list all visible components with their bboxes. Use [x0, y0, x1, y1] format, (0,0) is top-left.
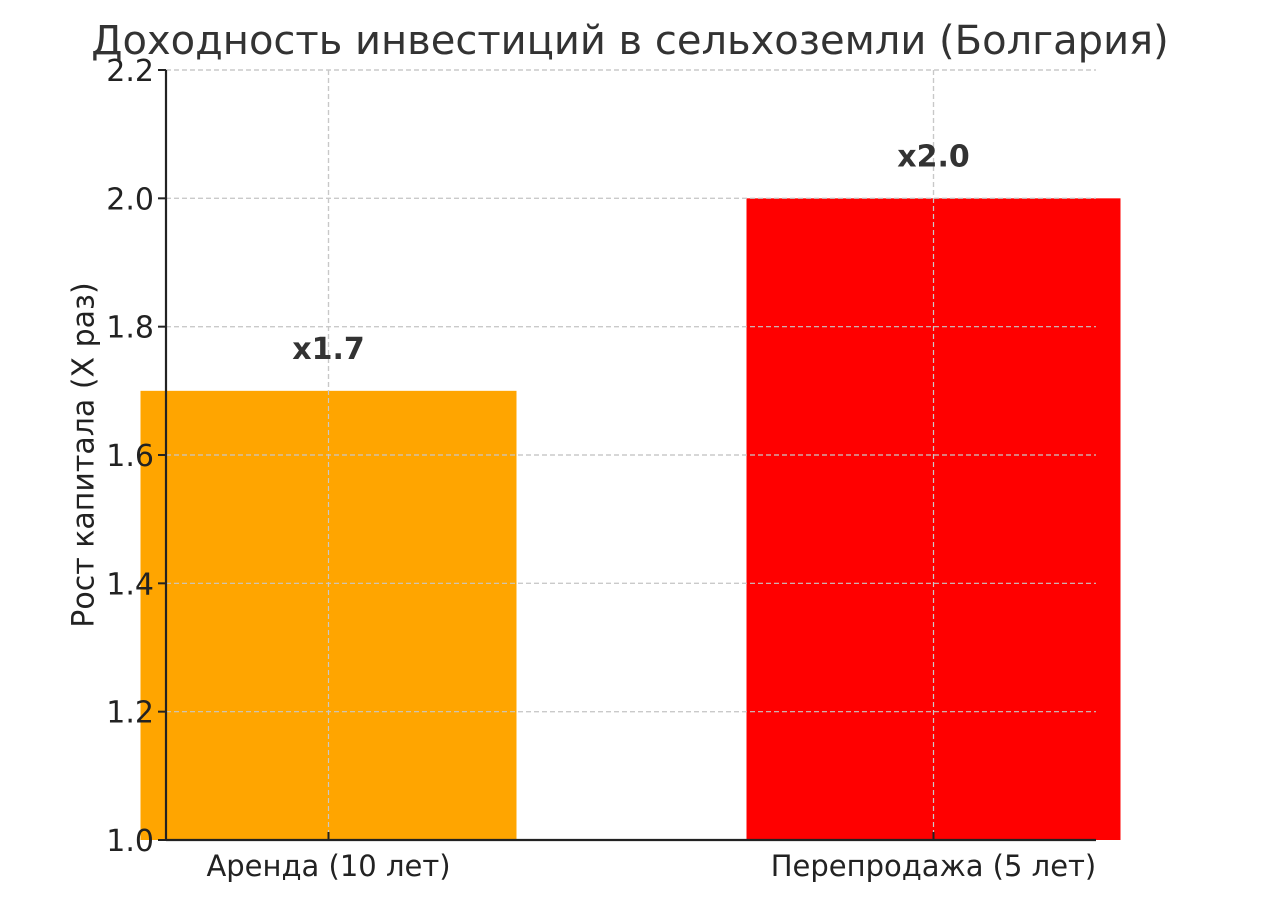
y-tick-label: 1.4	[106, 567, 154, 602]
y-axis-label: Рост капитала (X раз)	[67, 282, 102, 627]
bar-value-label: x2.0	[897, 139, 970, 174]
y-tick-label: 2.2	[106, 54, 154, 89]
bar-value-label: x1.7	[292, 332, 365, 367]
y-tick-label: 1.6	[106, 439, 154, 474]
x-tick-label: Перепродажа (5 лет)	[771, 849, 1097, 883]
x-ticks: Аренда (10 лет) Перепродажа (5 лет)	[206, 832, 1096, 883]
y-tick-label: 1.0	[106, 824, 154, 859]
y-tick-label: 1.2	[106, 696, 154, 731]
chart-title: Доходность инвестиций в сельхоземли (Бол…	[91, 18, 1168, 64]
x-tick-label: Аренда (10 лет)	[206, 849, 450, 883]
bars	[140, 69, 1121, 841]
y-ticks: 1.0 1.2 1.4 1.6 1.8 2.0 2.2	[106, 54, 166, 859]
y-tick-label: 2.0	[106, 182, 154, 217]
data-labels: x1.7 x2.0	[292, 139, 970, 367]
y-tick-label: 1.8	[106, 311, 154, 346]
